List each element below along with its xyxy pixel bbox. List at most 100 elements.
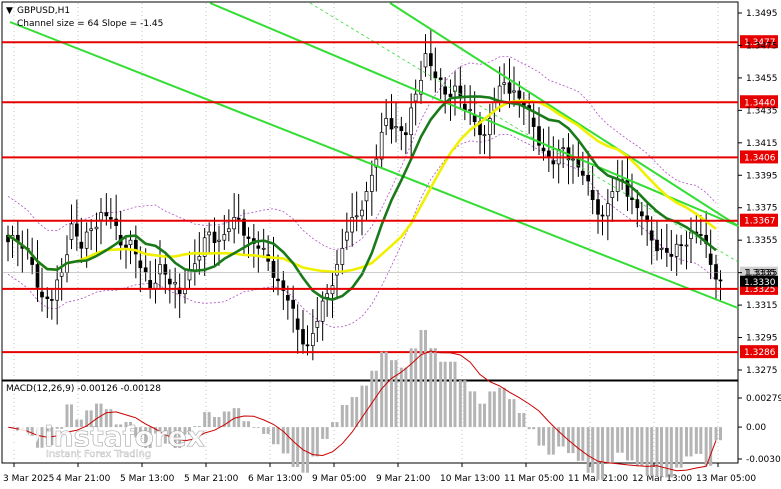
macd-histogram-bar [409, 348, 413, 428]
macd-histogram-bar [640, 427, 644, 467]
candle-body [571, 158, 575, 161]
candle-body [413, 93, 418, 102]
macd-histogram-bar [203, 412, 207, 428]
macd-histogram-bar [626, 427, 629, 461]
macd-histogram-bar [193, 426, 197, 428]
ma-fast-green [7, 95, 717, 301]
y-tick-label: 1.3335 [746, 269, 778, 279]
candle-body [45, 296, 50, 299]
candle-body [285, 295, 290, 301]
macd-histogram-bar [350, 397, 354, 428]
candle-body [551, 160, 556, 165]
candle-body [561, 147, 566, 150]
candle-body [541, 147, 546, 152]
level-tag-label: 1.3477 [744, 38, 776, 48]
y-tick-label: 1.3295 [746, 334, 778, 344]
candle-body [108, 217, 113, 220]
macd-histogram-bar [232, 408, 236, 428]
macd-y-tick-label: -0.00306 [746, 455, 781, 465]
candle-body [261, 247, 266, 250]
macd-histogram-bar [340, 404, 344, 428]
candle-body [468, 109, 473, 111]
candle-body [84, 231, 89, 249]
macd-histogram-bar [163, 427, 167, 444]
candle-body [197, 256, 202, 261]
candle-body [384, 118, 389, 126]
macd-histogram-bar [453, 361, 457, 428]
level-tag [740, 95, 778, 109]
macd-histogram-bar [119, 424, 123, 428]
candle-body [610, 191, 615, 198]
candle-body [669, 254, 674, 257]
macd-histogram-bar [109, 409, 113, 428]
candle-body [438, 77, 443, 80]
y-tick-label: 1.3455 [746, 74, 778, 84]
macd-histogram-bar [488, 391, 492, 428]
macd-histogram-bar [60, 427, 64, 429]
macd-histogram-bar [95, 403, 98, 428]
macd-histogram-bar [463, 380, 467, 428]
y-tick-label: 1.3435 [746, 106, 778, 116]
macd-histogram-bar [390, 360, 393, 428]
x-tick-label: 5 Mar 21:00 [184, 474, 239, 484]
candle-body [409, 107, 414, 136]
macd-histogram-bar [630, 427, 634, 461]
candle-body [389, 118, 394, 130]
candle-body [94, 226, 99, 230]
level-tag-label: 1.3286 [744, 348, 776, 358]
macd-histogram-bar [222, 411, 226, 428]
symbol-header: GBPUSD,H1 [17, 6, 70, 16]
y-tick-label: 1.3415 [746, 139, 778, 149]
candle-body [59, 272, 64, 277]
candle-body [350, 217, 355, 233]
moving-averages [7, 95, 717, 301]
x-tick-label: 13 Mar 05:00 [696, 474, 756, 484]
macd-histogram-bar [596, 427, 600, 480]
macd-signal-line [7, 350, 717, 472]
x-tick-label: 4 Mar 21:00 [56, 474, 111, 484]
macd-histogram-bar [370, 370, 374, 428]
candle-body [448, 93, 453, 97]
candle-body [639, 211, 644, 217]
candle-body [443, 86, 448, 95]
level-tag-label: 1.3367 [744, 217, 776, 227]
candle-body [586, 174, 591, 182]
candle-body [360, 209, 364, 217]
macd-histogram-bar [374, 370, 378, 428]
candle-body [674, 243, 679, 257]
macd-histogram-bar [148, 427, 152, 448]
candle-body [271, 260, 276, 278]
channel-lower-line [9, 21, 739, 309]
macd-histogram-bar [527, 427, 531, 430]
ma-slow-yellow [7, 99, 717, 273]
macd-histogram-bar [542, 427, 545, 446]
candle-body [202, 237, 207, 257]
candle-body [222, 234, 227, 241]
macd-histogram-bar [207, 412, 211, 428]
candle-body [684, 244, 689, 247]
level-tag-label: 1.3440 [744, 98, 776, 108]
level-tag [740, 345, 778, 359]
macd-histogram-bar [443, 361, 447, 428]
macd-histogram-bar [468, 391, 472, 428]
candle-body [246, 236, 251, 239]
macd-histogram-bar [586, 427, 590, 473]
candle-body [502, 82, 507, 85]
candle-body [232, 217, 237, 230]
macd-histogram-bar [227, 411, 231, 428]
macd-histogram-bar [669, 427, 673, 478]
x-tick-label: 6 Mar 13:00 [248, 474, 303, 484]
candle-body [315, 320, 320, 328]
macd-histogram-bar [610, 427, 614, 463]
macd-histogram-bar [483, 403, 486, 428]
candle-body [590, 189, 595, 200]
macd-histogram-bar [30, 427, 34, 436]
macd-histogram-bar [620, 427, 624, 453]
y-tick-label: 1.3355 [746, 236, 778, 246]
macd-histogram-bar [40, 427, 44, 448]
y-tick-label: 1.3315 [746, 301, 778, 311]
macd-histogram-bar [345, 404, 349, 428]
chart-header-triangle: ▼ [6, 6, 13, 16]
candle-body [325, 293, 330, 298]
